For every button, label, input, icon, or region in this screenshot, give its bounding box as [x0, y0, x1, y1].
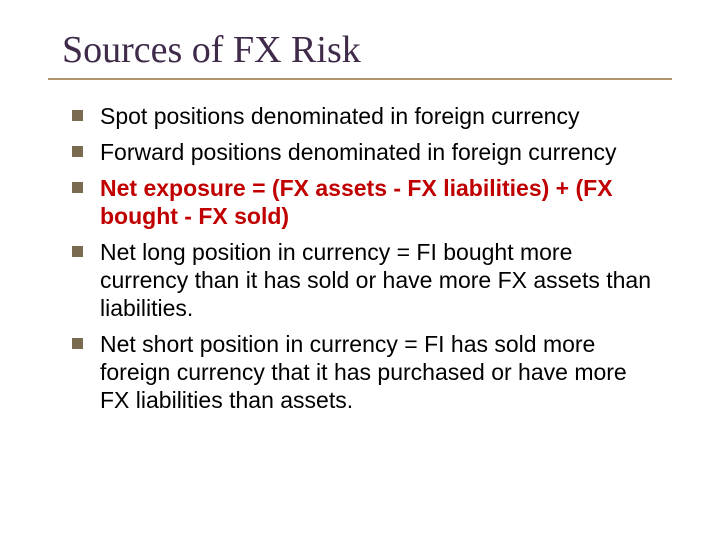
list-item: Net exposure = (FX assets - FX liabiliti… — [72, 174, 662, 230]
title-underline — [48, 78, 672, 80]
slide-title: Sources of FX Risk — [48, 28, 672, 72]
bullet-text: Net short position in currency = FI has … — [100, 331, 627, 413]
bullet-text-emphasis: Net exposure = (FX assets - FX liabiliti… — [100, 175, 613, 229]
list-item: Net long position in currency = FI bough… — [72, 238, 662, 322]
slide: Sources of FX Risk Spot positions denomi… — [0, 0, 720, 540]
bullet-list: Spot positions denominated in foreign cu… — [48, 102, 672, 414]
list-item: Forward positions denominated in foreign… — [72, 138, 662, 166]
list-item: Net short position in currency = FI has … — [72, 330, 662, 414]
bullet-text: Forward positions denominated in foreign… — [100, 139, 617, 165]
list-item: Spot positions denominated in foreign cu… — [72, 102, 662, 130]
bullet-text: Spot positions denominated in foreign cu… — [100, 103, 579, 129]
bullet-text: Net long position in currency = FI bough… — [100, 239, 651, 321]
